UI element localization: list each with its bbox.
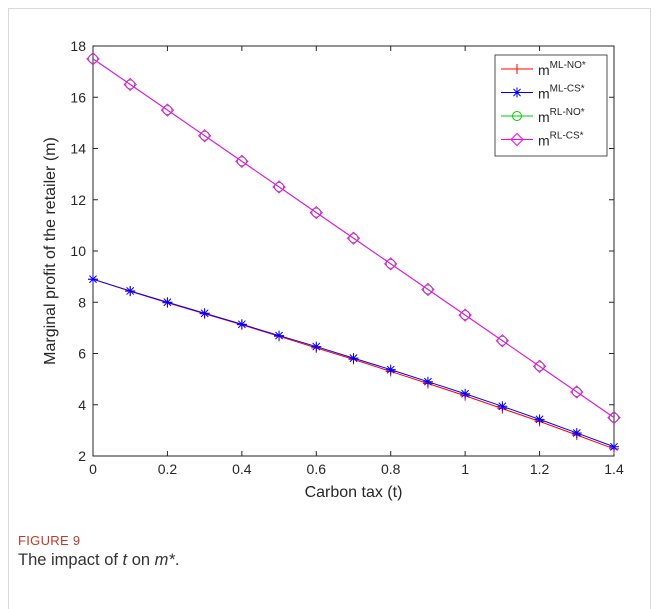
data-point — [570, 385, 584, 399]
y-tick-label: 8 — [78, 294, 86, 310]
data-point — [532, 359, 547, 374]
y-tick-label: 14 — [70, 141, 86, 157]
data-point — [272, 180, 286, 194]
data-point — [199, 308, 210, 319]
data-point — [197, 128, 212, 143]
x-tick-label: 1 — [461, 461, 469, 477]
data-point — [162, 105, 173, 116]
data-point — [607, 410, 621, 425]
data-point — [422, 376, 433, 387]
y-tick-label: 2 — [78, 448, 86, 464]
legend-label: mRL-CS* — [538, 131, 584, 149]
x-tick-label: 1.2 — [530, 461, 550, 477]
legend-entry: mML-NO* — [501, 60, 586, 78]
y-axis-label: Marginal profit of the retailer (m) — [42, 137, 59, 365]
line-chart: 0 0.2 0.4 0.6 0.8 1 1.2 1.4 2 4 6 8 10 12 14 16 18 Carbon… — [42, 38, 624, 501]
data-point — [384, 257, 398, 271]
y-tick-label: 4 — [78, 397, 86, 413]
data-point — [422, 284, 433, 295]
data-point — [199, 130, 210, 141]
data-point — [236, 319, 247, 330]
data-point — [311, 341, 322, 352]
data-point — [309, 205, 323, 220]
x-tick-label: 0 — [89, 461, 97, 477]
data-point — [125, 79, 136, 90]
data-point — [311, 207, 322, 218]
data-point — [385, 364, 396, 375]
data-point — [609, 412, 619, 423]
y-tick-label: 6 — [78, 346, 86, 362]
series-rl-cs — [86, 52, 621, 425]
data-point — [86, 52, 100, 66]
legend-label: mML-NO* — [538, 60, 586, 78]
data-point — [88, 274, 98, 285]
legend-entry: mRL-CS* — [501, 131, 584, 149]
data-point — [236, 156, 247, 167]
y-tick-label: 12 — [70, 192, 86, 208]
data-point — [274, 181, 285, 192]
data-point — [235, 154, 249, 169]
caption-mid: on — [127, 551, 155, 569]
y-tick-label: 16 — [70, 89, 86, 105]
data-point — [88, 53, 98, 64]
legend-marker — [512, 64, 522, 74]
data-point — [348, 233, 359, 244]
legend-marker — [512, 111, 522, 121]
series-line — [92, 58, 615, 418]
data-point — [495, 333, 510, 348]
data-point — [348, 353, 359, 364]
data-point — [571, 386, 582, 397]
x-tick-label: 1.4 — [604, 461, 624, 477]
legend-marker — [512, 87, 522, 98]
legend-entry: mML-CS* — [501, 84, 585, 102]
figure-label: FIGURE 9 — [18, 533, 81, 548]
data-point — [609, 441, 619, 452]
data-point — [421, 282, 435, 297]
data-point — [460, 388, 471, 399]
legend-marker — [510, 132, 524, 147]
caption-var-m: m* — [154, 551, 175, 569]
legend-label: mML-CS* — [538, 84, 585, 102]
caption-pre: The impact of — [18, 551, 123, 569]
data-point — [497, 335, 508, 346]
data-point — [458, 308, 472, 322]
x-tick-label: 0.2 — [158, 461, 178, 477]
series-ml-cs — [88, 274, 619, 452]
data-point — [346, 231, 361, 245]
data-point — [385, 258, 396, 269]
data-point — [497, 401, 508, 412]
x-tick-label: 0.8 — [381, 461, 401, 477]
y-tick-label: 18 — [70, 38, 86, 54]
data-point — [125, 285, 136, 296]
figure-caption: The impact of t on m*. — [18, 551, 179, 570]
caption-post: . — [174, 551, 180, 569]
data-point — [571, 427, 582, 438]
data-point — [162, 297, 173, 308]
legend-label: mRL-NO* — [538, 107, 585, 125]
data-point — [534, 361, 545, 372]
x-tick-label: 0.6 — [307, 461, 327, 477]
legend-entry: mRL-NO* — [501, 107, 585, 125]
y-tick-label: 10 — [70, 243, 86, 259]
data-point — [460, 310, 471, 321]
data-point — [274, 330, 285, 341]
x-axis-label: Carbon tax (t) — [305, 484, 403, 501]
data-point — [160, 103, 175, 117]
data-point — [123, 77, 137, 92]
x-tick-label: 0.4 — [232, 461, 252, 477]
caption-var-t: t — [122, 551, 128, 569]
data-point — [534, 414, 545, 425]
